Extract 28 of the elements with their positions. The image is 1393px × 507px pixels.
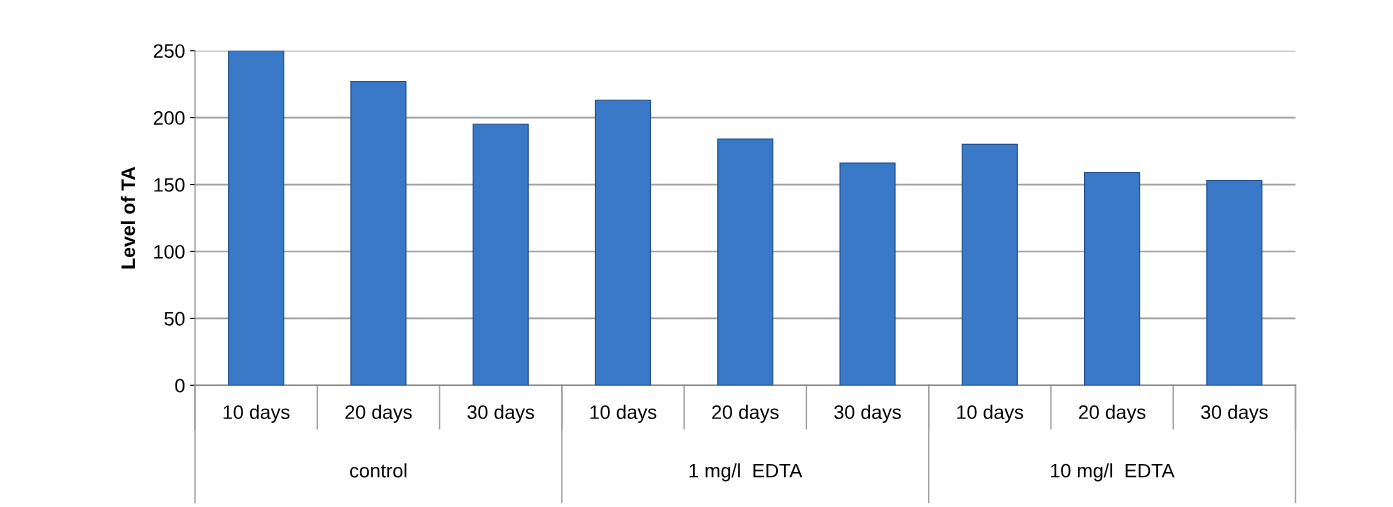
y-tick-label: 50 [164, 311, 185, 326]
y-tick-label: 250 [153, 44, 185, 58]
bar [350, 80, 407, 386]
x-tick-label: 20 days [712, 404, 779, 423]
bar [961, 143, 1018, 386]
text: 1 mg/l EDTA [689, 463, 803, 482]
bar [717, 138, 774, 386]
bar [228, 50, 285, 386]
x-tick-label: 10 days [223, 404, 290, 423]
x-tick-label: 20 days [345, 404, 412, 423]
y-tick-label: 150 [154, 178, 185, 192]
y-tick-label: 100 [154, 244, 185, 259]
x-tick-label: 30 days [467, 404, 535, 423]
bar [472, 123, 529, 386]
bar [1084, 171, 1141, 386]
bar [839, 162, 896, 386]
x-tick-label: 30 days [1201, 404, 1268, 423]
x-tick-label: 30 days [834, 404, 901, 423]
x-tick-label: 10 days [957, 404, 1024, 423]
text: control [350, 463, 407, 478]
x-tick-label: 20 days [1079, 404, 1146, 423]
x-tick-label: 10 days [590, 404, 657, 423]
bar [594, 99, 652, 386]
y-axis-title: Level of TA [120, 166, 136, 269]
y-tick-label: 0 [175, 378, 185, 393]
text: 10 mg/l EDTA [1051, 463, 1175, 482]
bar [1206, 179, 1263, 386]
y-tick-label: 200 [153, 111, 185, 125]
